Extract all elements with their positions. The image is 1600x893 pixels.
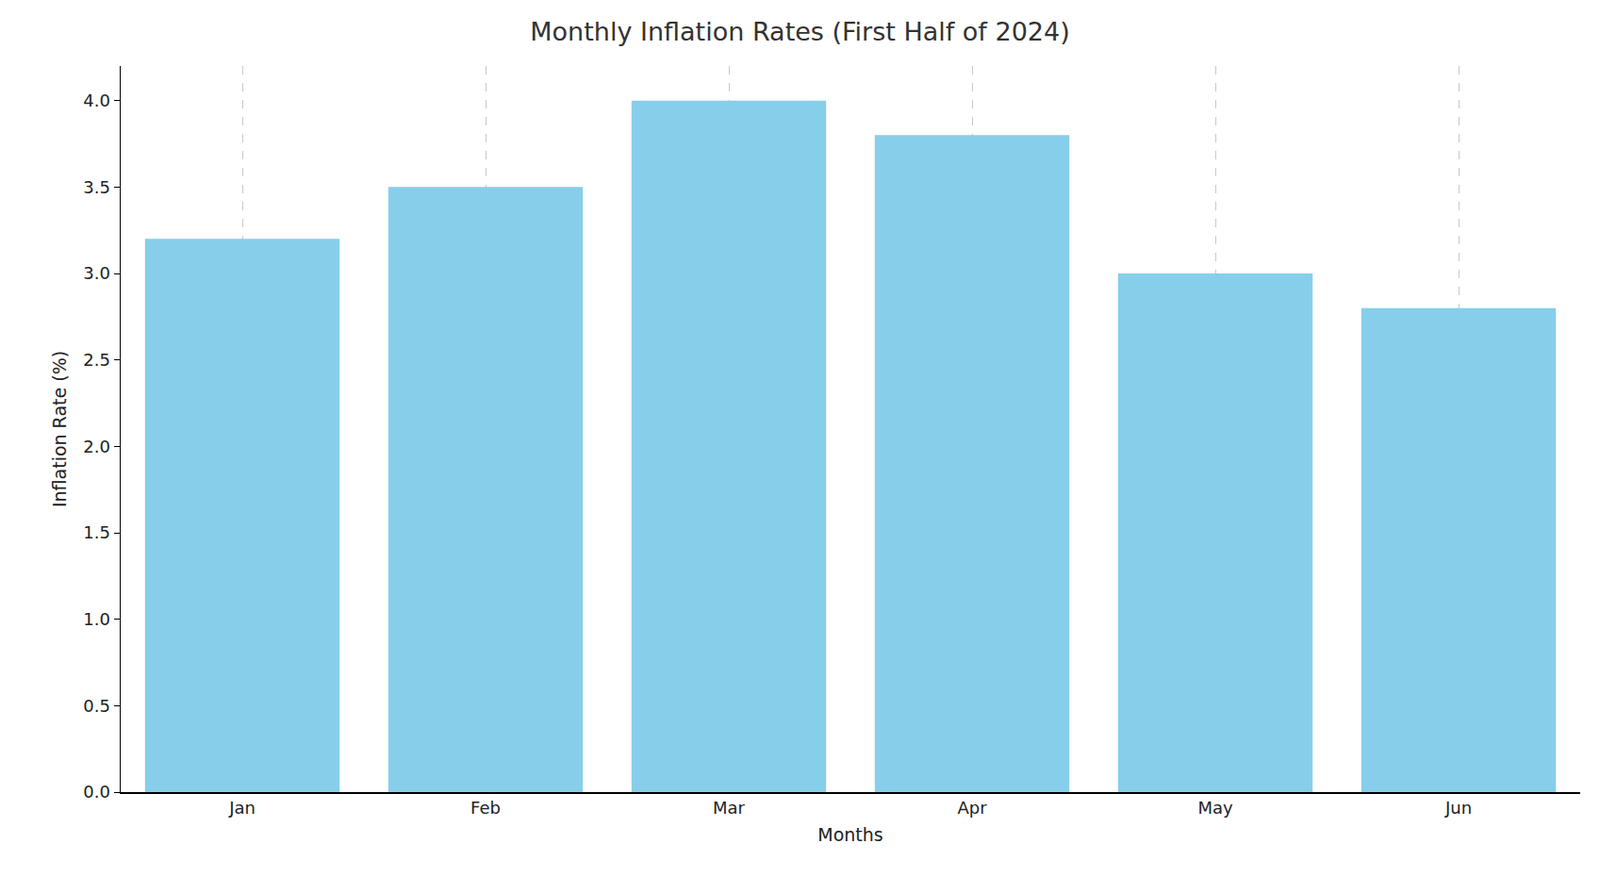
svg-text:0.0: 0.0 [82, 781, 111, 802]
svg-text:1.5: 1.5 [82, 522, 111, 543]
svg-text:Mar: Mar [712, 797, 746, 818]
svg-text:Feb: Feb [470, 797, 501, 818]
svg-text:Jun: Jun [1444, 797, 1472, 818]
svg-text:3.5: 3.5 [82, 177, 111, 198]
svg-text:2.0: 2.0 [82, 436, 111, 457]
svg-text:Apr: Apr [956, 797, 988, 818]
svg-text:Jan: Jan [228, 797, 256, 818]
svg-text:Inflation Rate (%): Inflation Rate (%) [49, 350, 70, 508]
svg-text:Monthly Inflation Rates (First: Monthly Inflation Rates (First Half of 2… [529, 16, 1070, 47]
svg-text:1.0: 1.0 [82, 609, 111, 629]
svg-text:4.0: 4.0 [82, 90, 111, 111]
svg-text:0.5: 0.5 [82, 695, 111, 716]
svg-text:Months: Months [817, 824, 883, 845]
svg-text:3.0: 3.0 [82, 263, 111, 283]
svg-text:2.5: 2.5 [82, 349, 111, 370]
svg-text:May: May [1197, 797, 1234, 818]
